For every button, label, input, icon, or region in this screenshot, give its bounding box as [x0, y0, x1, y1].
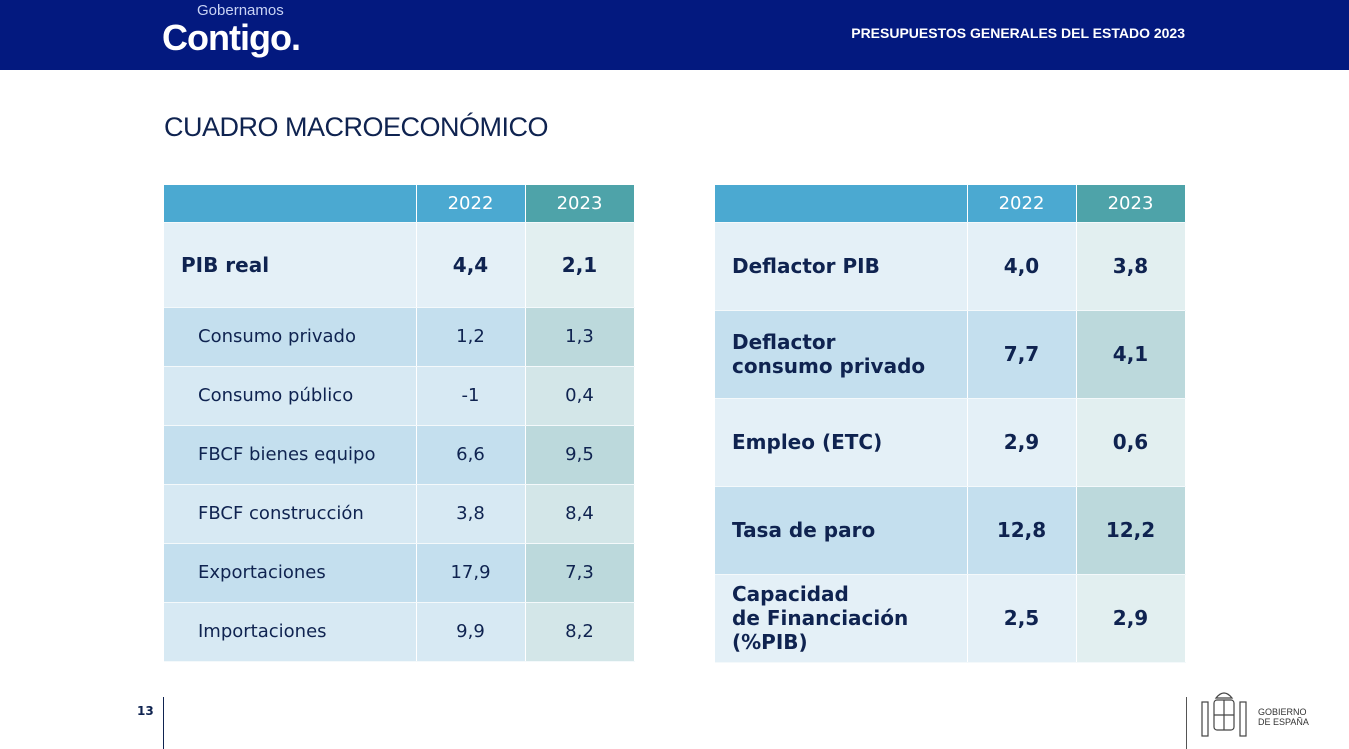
header-title: PRESUPUESTOS GENERALES DEL ESTADO 2023: [851, 25, 1185, 41]
table-row: Deflactor consumo privado 7,7 4,1: [715, 310, 1186, 399]
row-label-line1: Deflactor PIB: [732, 254, 880, 278]
value-2022: 17,9: [416, 543, 526, 603]
coat-of-arms-icon: [1201, 692, 1247, 737]
gov-line-2: DE ESPAÑA: [1258, 717, 1309, 727]
table-row: Tasa de paro 12,8 12,2: [715, 486, 1186, 575]
row-label-line1: Tasa de paro: [732, 518, 876, 542]
row-label: Capacidad de Financiación (%PIB): [715, 574, 968, 663]
gov-line-1: GOBIERNO: [1258, 707, 1307, 717]
value-2022: 2,5: [967, 574, 1077, 663]
header-blank: [164, 185, 417, 223]
row-label: Deflactor PIB: [715, 222, 968, 311]
gobierno-de-espana-label: GOBIERNO DE ESPAÑA: [1258, 707, 1309, 727]
divider: [1186, 697, 1187, 749]
header-2023: 2023: [1076, 185, 1186, 223]
page-number: 13: [137, 704, 154, 718]
row-label: Tasa de paro: [715, 486, 968, 575]
value-2023: 2,9: [1076, 574, 1186, 663]
value-2023: 9,5: [525, 425, 635, 485]
value-2023: 7,3: [525, 543, 635, 603]
row-label: Importaciones: [164, 602, 417, 662]
page-title: CUADRO MACROECONÓMICO: [164, 112, 549, 142]
table-row: Consumo privado 1,2 1,3: [164, 307, 635, 367]
table-row: Deflactor PIB 4,0 3,8: [715, 222, 1186, 311]
table-row: Consumo público -1 0,4: [164, 366, 635, 426]
gobernamos-contigo-logo: Gobernamos Contigo.: [162, 0, 322, 70]
row-label: FBCF bienes equipo: [164, 425, 417, 485]
logo-big-text: Contigo.: [162, 17, 301, 58]
logo-small-text: Gobernamos: [197, 2, 284, 19]
header-2022: 2022: [416, 185, 526, 223]
value-2022: 2,9: [967, 398, 1077, 487]
table-header: 2022 2023: [164, 185, 635, 223]
value-2022: 3,8: [416, 484, 526, 544]
table-row: Capacidad de Financiación (%PIB) 2,5 2,9: [715, 574, 1186, 663]
row-label: Deflactor consumo privado: [715, 310, 968, 399]
header-2023: 2023: [525, 185, 635, 223]
value-2023: 2,1: [525, 222, 635, 308]
table-row: FBCF construcción 3,8 8,4: [164, 484, 635, 544]
value-2022: 1,2: [416, 307, 526, 367]
row-label-line2: de Financiación (%PIB): [732, 606, 909, 654]
row-label: Exportaciones: [164, 543, 417, 603]
value-2022: 4,4: [416, 222, 526, 308]
gdp-components-table: 2022 2023 PIB real 4,4 2,1 Consumo privado 1,…: [164, 185, 635, 662]
divider: [163, 697, 164, 749]
value-2023: 12,2: [1076, 486, 1186, 575]
header-2022: 2022: [967, 185, 1077, 223]
row-label-line2: consumo privado: [732, 354, 926, 378]
table-row: Empleo (ETC) 2,9 0,6: [715, 398, 1186, 487]
top-bar: Gobernamos Contigo. PRESUPUESTOS GENERAL…: [0, 0, 1349, 70]
table-row: Exportaciones 17,9 7,3: [164, 543, 635, 603]
value-2023: 0,4: [525, 366, 635, 426]
value-2023: 8,4: [525, 484, 635, 544]
value-2022: 4,0: [967, 222, 1077, 311]
row-label-line1: Capacidad: [732, 582, 849, 606]
value-2022: 7,7: [967, 310, 1077, 399]
value-2022: 9,9: [416, 602, 526, 662]
value-2023: 8,2: [525, 602, 635, 662]
table-row: Importaciones 9,9 8,2: [164, 602, 635, 662]
header-blank: [715, 185, 968, 223]
row-label: Consumo público: [164, 366, 417, 426]
row-label-line1: Empleo (ETC): [732, 430, 883, 454]
table-header: 2022 2023: [715, 185, 1186, 223]
value-2023: 0,6: [1076, 398, 1186, 487]
value-2022: -1: [416, 366, 526, 426]
row-label: FBCF construcción: [164, 484, 417, 544]
value-2023: 1,3: [525, 307, 635, 367]
value-2022: 12,8: [967, 486, 1077, 575]
row-label: Consumo privado: [164, 307, 417, 367]
row-label-line1: Deflactor: [732, 330, 836, 354]
table-row: FBCF bienes equipo 6,6 9,5: [164, 425, 635, 485]
prices-employment-table: 2022 2023 Deflactor PIB 4,0 3,8 Deflactor con…: [715, 185, 1186, 663]
value-2023: 3,8: [1076, 222, 1186, 311]
row-label: Empleo (ETC): [715, 398, 968, 487]
value-2023: 4,1: [1076, 310, 1186, 399]
row-label: PIB real: [164, 222, 417, 308]
table-row: PIB real 4,4 2,1: [164, 222, 635, 308]
value-2022: 6,6: [416, 425, 526, 485]
